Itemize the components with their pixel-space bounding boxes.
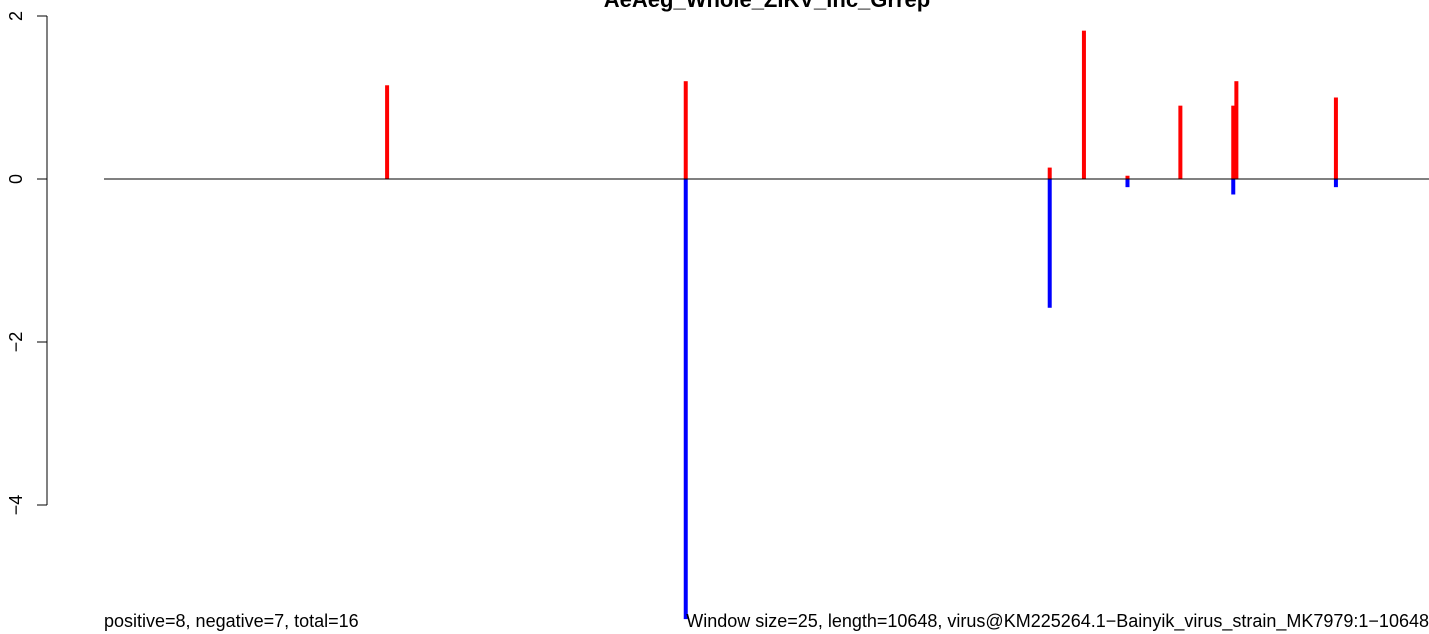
positive-bar (1234, 81, 1239, 179)
y-tick-label: 0 (6, 174, 26, 184)
window-info: Window size=25, length=10648, virus@KM22… (686, 611, 1429, 632)
chart-title: AeAeg_Whole_ZIKV_inc_Grrep (604, 0, 930, 12)
positive-bar (1047, 167, 1052, 179)
positive-bar (1231, 105, 1236, 179)
y-tick-label: 2 (6, 11, 26, 21)
summary-counts: positive=8, negative=7, total=16 (104, 611, 359, 631)
bars-group (385, 30, 1338, 620)
y-axis: 2 0 −2 −4 (6, 11, 48, 516)
negative-bar (1047, 179, 1052, 308)
positive-bar (1178, 105, 1183, 179)
negative-bar (1125, 179, 1130, 188)
negative-bar (683, 179, 688, 620)
y-tick-label: −2 (6, 332, 26, 353)
positive-bar (385, 85, 390, 179)
positive-bar (1125, 175, 1130, 179)
y-tick-label: −4 (6, 495, 26, 516)
positive-bar (683, 81, 688, 179)
negative-bar (1231, 179, 1236, 195)
positive-bar (1333, 97, 1338, 179)
positive-bar (1081, 30, 1086, 180)
negative-bar (1333, 179, 1338, 188)
